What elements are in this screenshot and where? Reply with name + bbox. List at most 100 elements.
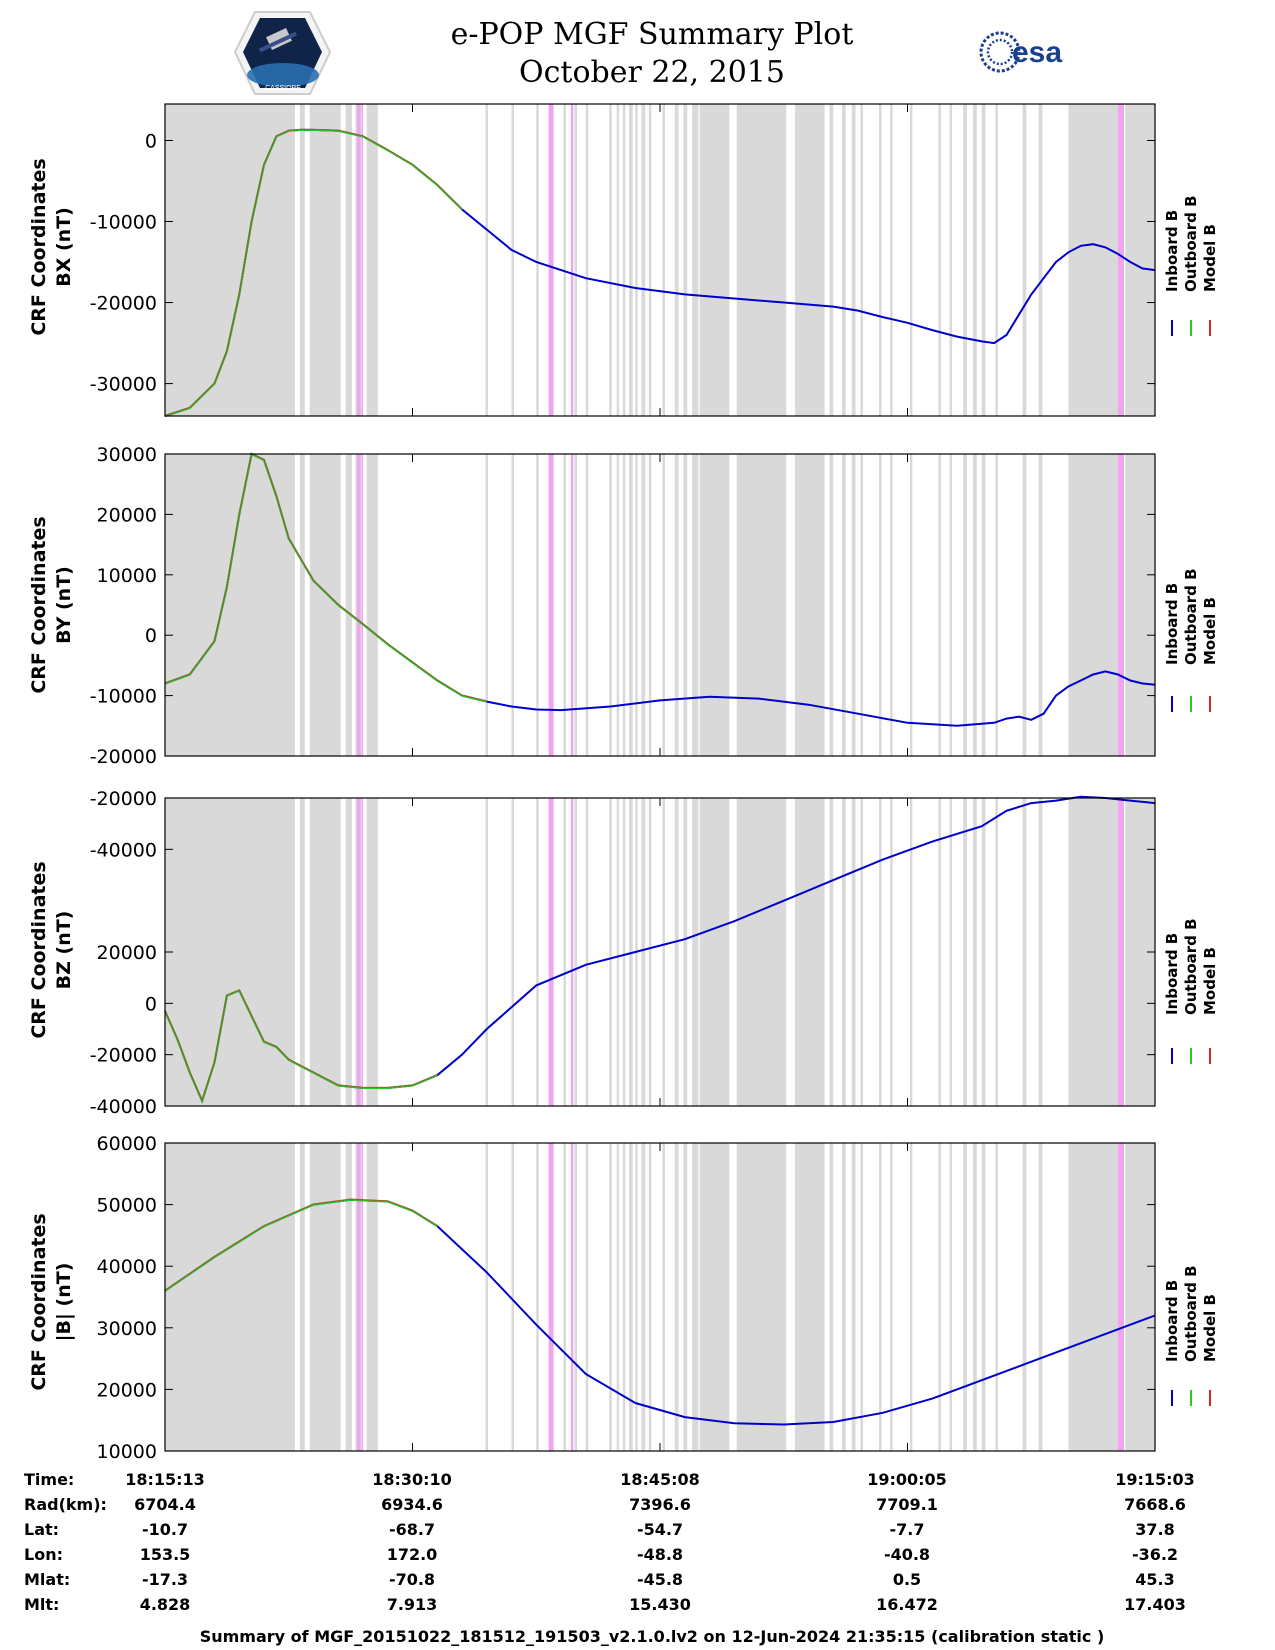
panel-bmag-ylabel-line1: CRF Coordinates [28,1213,50,1390]
panel-bx-legend: Inboard B Outboard B Model B [1163,195,1219,336]
panel-bmag-ytick-2: 40000 [97,1256,157,1278]
panel-by-gray-band-10 [574,454,578,756]
panel-bz-pink-band-0 [356,798,361,1106]
panel-bmag-ytick-3: 30000 [97,1318,157,1340]
panel-bz-gray-band-9 [563,798,566,1106]
panel-bmag-gray-band-21 [683,1143,688,1451]
panel-bz-legend-model: Model B [1201,947,1219,1015]
panel-bx-gray-band-7 [511,104,514,416]
panel-bmag-legend-model: Model B [1201,1294,1219,1362]
panel-by-gray-band-0 [165,454,295,756]
panel-by-legend-inboard: Inboard B [1163,583,1181,665]
panel-bx-gray-band-9 [563,104,566,416]
panel-bx-ytick-3: -30000 [90,374,157,396]
panel-bz-ytick-2: 20000 [97,942,157,964]
row-label-time: Time: [24,1470,74,1489]
panel-bmag-gray-band-17 [641,1143,646,1451]
panel-bx-gray-band-42 [1125,104,1155,416]
panel-bmag-gray-band-37 [981,1143,986,1451]
panel-by-ytick-3: 0 [145,625,157,647]
panel-bmag-pink-band-0 [356,1143,361,1451]
col1-time: 18:30:10 [372,1470,452,1489]
panel-by-legend-model: Model B [1201,597,1219,665]
panel-bmag-gray-band-20 [674,1143,679,1451]
col3-mlt: 16.472 [876,1595,938,1614]
panel-bx-ytick-2: -20000 [90,293,157,315]
panel-bmag-gray-band-28 [851,1143,856,1451]
panel-bx-gray-band-2 [309,104,341,416]
panel-bmag-gray-band-38 [995,1143,998,1451]
panel-bx-gray-band-10 [574,104,578,416]
panel-by-ytick-0: 30000 [97,444,157,466]
panel-by-gray-band-32 [909,454,913,756]
panel-bx-gray-band-11 [585,104,589,416]
panel-bmag-gray-band-3 [345,1143,352,1451]
panel-bx-pink-band-3 [570,104,574,416]
panel-bmag-gray-band-7 [511,1143,514,1451]
panel-by-gray-band-17 [641,454,646,756]
panel-by-gray-band-28 [851,454,856,756]
col1-lat: -68.7 [389,1520,435,1539]
panel-bz-legend-outboard: Outboard B [1182,918,1200,1015]
panel-bx-gray-band-1 [299,104,305,416]
panel-bmag-gray-band-19 [662,1143,665,1451]
panel-bmag-gray-band-23 [699,1143,730,1451]
row-label-lat: Lat: [24,1520,59,1539]
panel-bmag-gray-band-9 [563,1143,566,1451]
panel-bz-pink-band-4 [1117,798,1125,1106]
panel-bx-gray-band-28 [851,104,856,416]
panel-bx-ylabel-line1: CRF Coordinates [28,158,50,335]
panel-bx-gray-band-34 [949,104,953,416]
panel-bmag-gray-band-18 [648,1143,652,1451]
ephemeris-table: Time: Rad(km): Lat: Lon: Mlat: Mlt: 18:1… [24,1470,1195,1614]
panel-bz-gray-band-3 [345,798,352,1106]
panel-bz-gray-band-34 [949,798,953,1106]
panel-by-gray-band-21 [683,454,688,756]
panel-by: CRF Coordinates BY (nT) 30000 20000 1000… [28,444,1219,768]
panel-bx-gray-band-21 [683,104,688,416]
panel-bz-ylabel-line1: CRF Coordinates [28,861,50,1038]
panel-bmag-gray-band-14 [622,1143,626,1451]
panel-bx-ticks [164,104,1156,416]
panel-bx-pink-band-4 [1117,104,1125,416]
panel-by-gray-band-23 [699,454,730,756]
col3-lat: -7.7 [890,1520,925,1539]
panel-bz-gray-band-11 [585,798,589,1106]
panel-bz-gray-band-7 [511,798,514,1106]
col2-time: 18:45:08 [620,1470,700,1489]
panel-bmag-gray-band-30 [879,1143,882,1451]
panel-bmag-pink-band-1 [361,1143,363,1451]
panel-bx-legend-inboard: Inboard B [1163,210,1181,292]
panel-bz-gray-band-30 [879,798,882,1106]
col4-time: 19:15:03 [1115,1470,1195,1489]
panel-bz-ytick-3: 0 [145,993,157,1015]
panel-bz-gray-band-0 [165,798,295,1106]
plot-date: October 22, 2015 [519,55,785,90]
col0-mlat: -17.3 [142,1570,188,1589]
panel-by-gray-band-15 [629,454,633,756]
plot-title: e-POP MGF Summary Plot [451,17,854,52]
panel-by-gray-band-7 [511,454,514,756]
panel-bz-gray-band-17 [641,798,646,1106]
panel-bx-gray-band-27 [841,104,846,416]
panel-bmag-pink-band-2 [548,1143,554,1451]
panel-bx-gray-band-17 [641,104,646,416]
panel-by-pink-band-2 [548,454,554,756]
col3-mlat: 0.5 [893,1570,921,1589]
panel-bmag-gray-band-35 [963,1143,967,1451]
panel-bmag-legend-outboard: Outboard B [1182,1265,1200,1362]
panel-bz-ytick-0: -20000 [90,788,157,810]
panel-bmag-ytick-0: 60000 [97,1133,157,1155]
panel-bz-pink-band-3 [570,798,574,1106]
panel-by-ytick-1: 20000 [97,504,157,526]
panel-bz-gray-band-6 [485,798,488,1106]
panel-bx-ytick-1: -10000 [90,212,157,234]
header: CASSIOPE e-POP MGF Summary Plot October … [233,11,1062,95]
col3-rad: 7709.1 [876,1495,938,1514]
panel-bz-gray-band-32 [909,798,913,1106]
panel-bz-gray-band-19 [662,798,665,1106]
panel-bmag-gray-band-1 [299,1143,305,1451]
panel-by-pink-band-4 [1117,454,1125,756]
panel-bx-gray-band-29 [860,104,863,416]
